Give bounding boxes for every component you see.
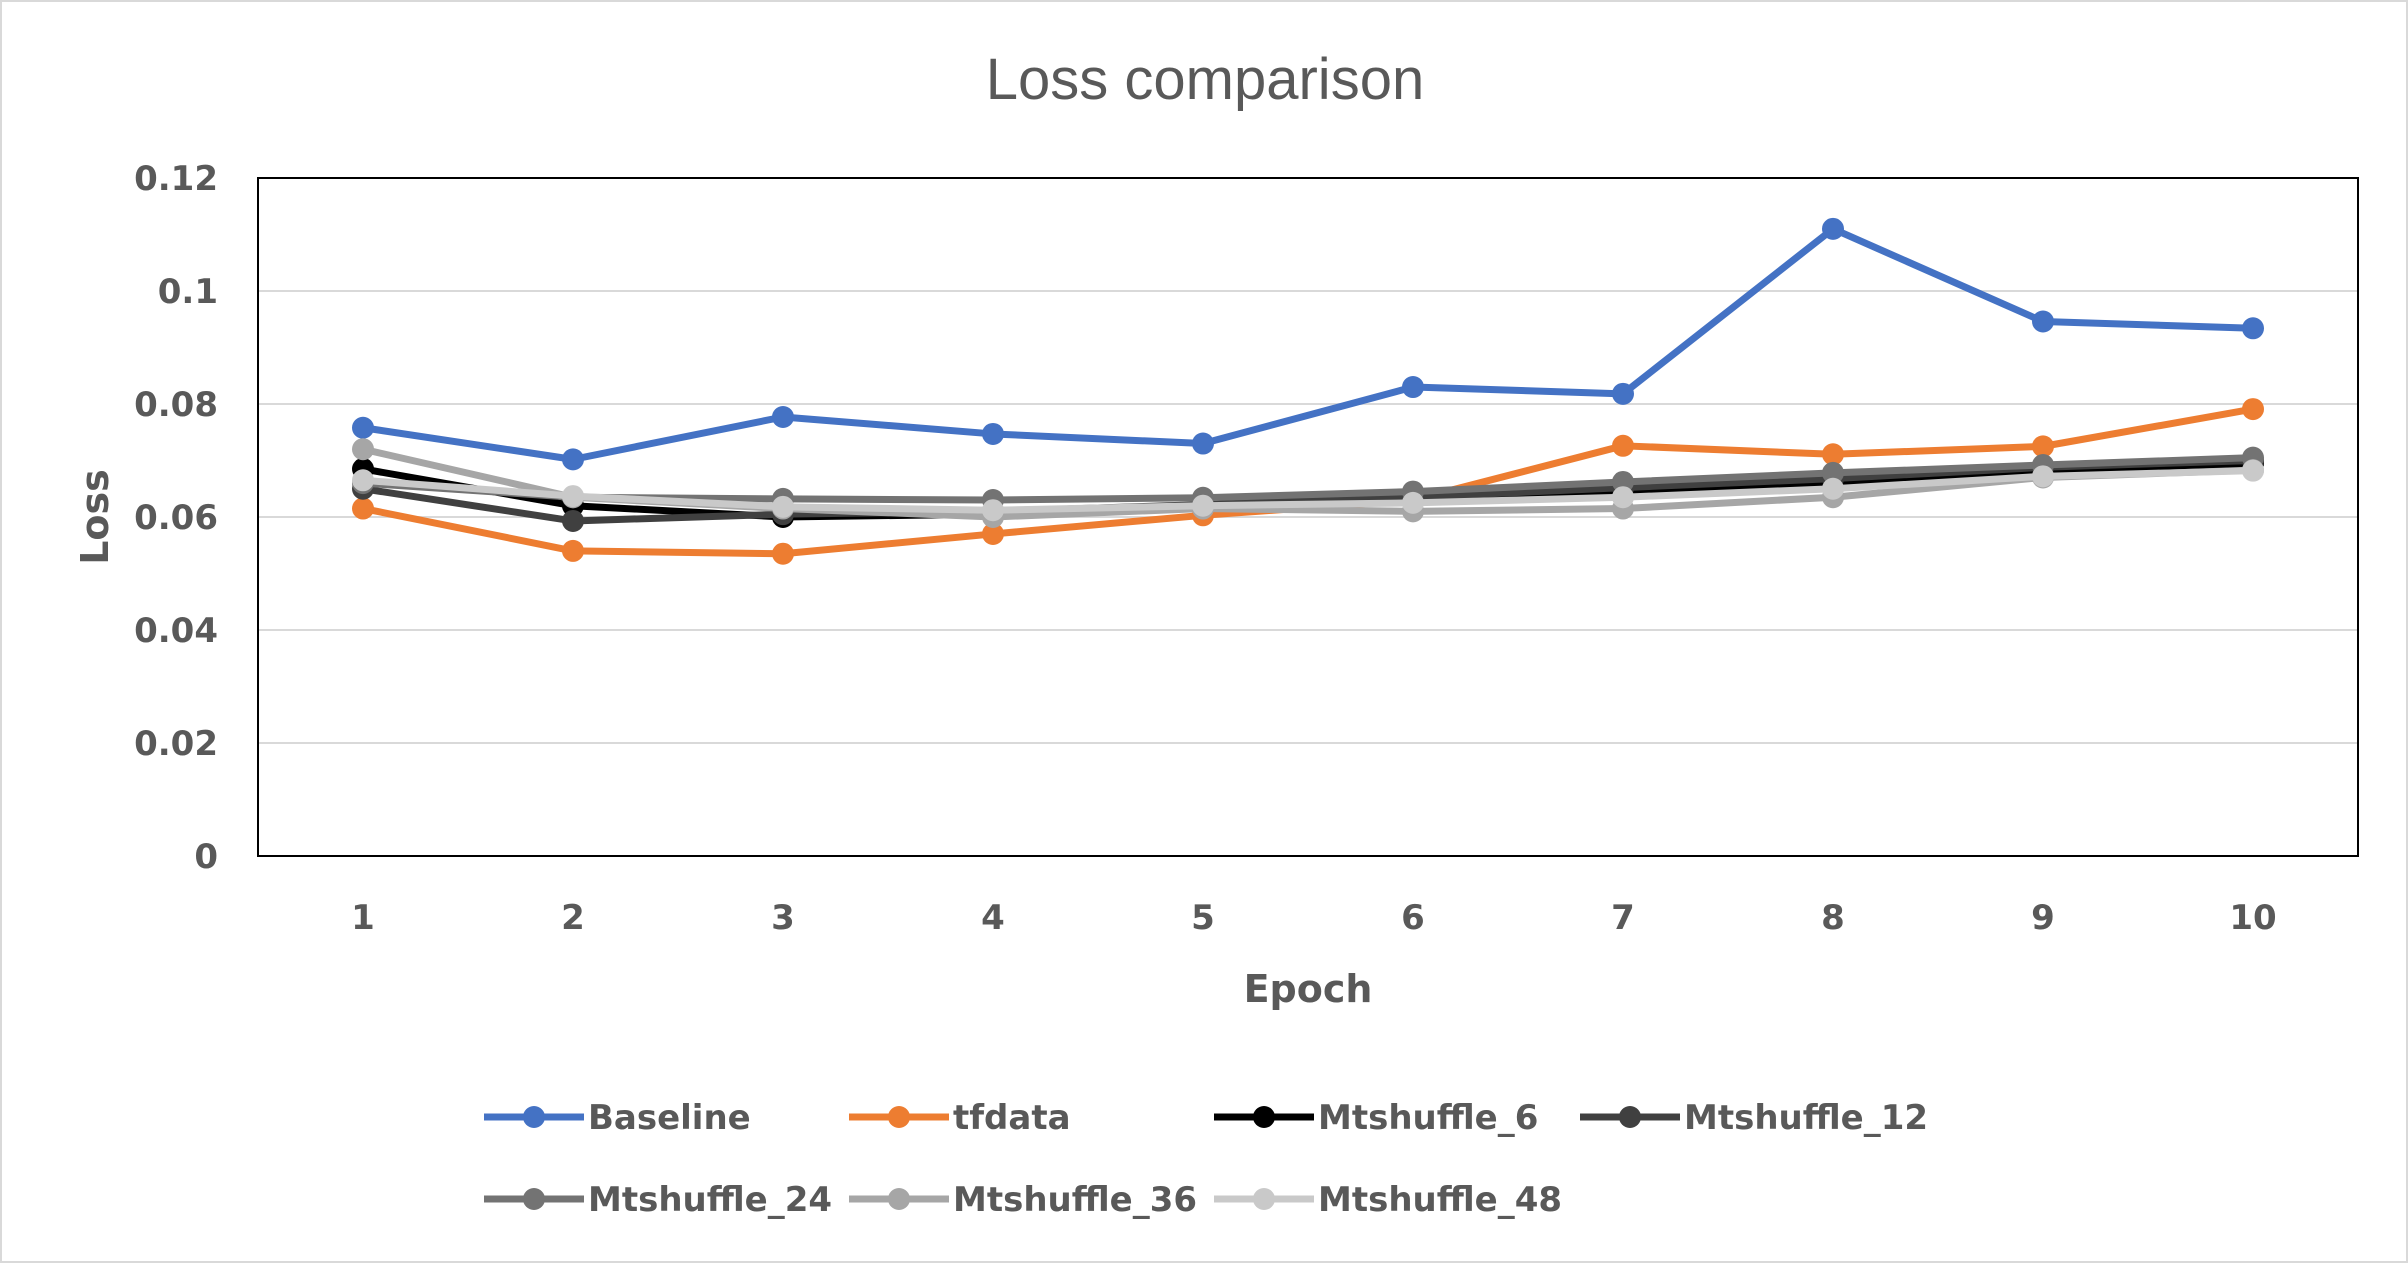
chart-title: Loss comparison <box>986 47 1424 112</box>
y-tick-label: 0.1 <box>158 272 218 312</box>
x-tick-label: 6 <box>1401 898 1425 938</box>
data-point <box>562 485 584 508</box>
data-point <box>1612 434 1634 457</box>
y-tick-label: 0.06 <box>134 498 218 538</box>
x-tick-label: 7 <box>1611 898 1635 938</box>
x-tick-label: 10 <box>2229 898 2276 938</box>
data-point <box>1822 461 1844 484</box>
legend-swatch-marker <box>888 1106 910 1128</box>
data-point <box>2242 398 2264 421</box>
series-lines <box>352 217 2264 565</box>
x-tick-label: 2 <box>561 898 585 938</box>
data-point <box>1192 432 1214 455</box>
legend-label: Mtshuffle_48 <box>1318 1180 1562 1220</box>
data-point <box>1612 382 1634 405</box>
data-point <box>2242 459 2264 482</box>
legend-label: Baseline <box>588 1098 751 1138</box>
x-tick-label: 4 <box>981 898 1005 938</box>
y-tick-label: 0.08 <box>134 385 218 425</box>
y-tick-label: 0.04 <box>134 611 218 651</box>
data-point <box>982 422 1004 445</box>
legend-item: Baseline <box>484 1098 751 1138</box>
data-point <box>1192 494 1214 517</box>
data-point <box>2032 465 2054 488</box>
data-point <box>772 495 794 518</box>
series-mtshuffle-12 <box>352 449 2264 532</box>
y-tick-label: 0.02 <box>134 724 218 764</box>
data-point <box>772 405 794 428</box>
legend-swatch-marker <box>523 1188 545 1210</box>
data-point <box>352 469 374 492</box>
data-point <box>562 509 584 532</box>
legend-swatch-marker <box>1253 1106 1275 1128</box>
legend-swatch-marker <box>523 1106 545 1128</box>
x-axis-title: Epoch <box>1244 967 1373 1011</box>
x-axis-ticks: 1 2 3 4 5 6 7 8 9 10 <box>351 898 2277 938</box>
data-point <box>982 522 1004 545</box>
data-point <box>1822 443 1844 466</box>
data-point <box>2242 317 2264 340</box>
data-point <box>352 497 374 520</box>
y-axis-title: Loss <box>73 469 117 565</box>
legend-label: Mtshuffle_12 <box>1684 1098 1928 1138</box>
data-point <box>982 499 1004 522</box>
data-point <box>2032 310 2054 333</box>
legend-item: tfdata <box>849 1098 1071 1138</box>
data-point <box>562 448 584 471</box>
series-baseline <box>352 217 2264 471</box>
legend-item: Mtshuffle_6 <box>1214 1098 1538 1138</box>
series-line <box>362 225 2254 463</box>
legend-label: Mtshuffle_36 <box>953 1180 1197 1220</box>
legend-label: Mtshuffle_24 <box>588 1180 832 1220</box>
legend-swatch-marker <box>888 1188 910 1210</box>
legend-swatch-marker <box>1619 1106 1641 1128</box>
x-tick-label: 5 <box>1191 898 1215 938</box>
legend-label: Mtshuffle_6 <box>1318 1098 1538 1138</box>
data-point <box>1612 486 1634 509</box>
data-point <box>1822 217 1844 240</box>
x-tick-label: 1 <box>351 898 375 938</box>
y-tick-label: 0.12 <box>134 159 218 199</box>
x-tick-label: 3 <box>771 898 795 938</box>
legend-item: Mtshuffle_36 <box>849 1180 1197 1220</box>
plot-area-border <box>257 177 2359 857</box>
data-point <box>1822 477 1844 500</box>
data-point <box>1402 491 1424 514</box>
legend: Baseline tfdata Mtshuffle_6 Mtshuffle_12 Mts… <box>484 1098 1928 1220</box>
data-point <box>352 416 374 439</box>
y-axis-ticks: 0 0.02 0.04 0.06 0.08 0.1 0.12 <box>134 159 218 877</box>
data-point <box>1612 470 1634 493</box>
x-tick-label: 9 <box>2031 898 2055 938</box>
legend-item: Mtshuffle_12 <box>1580 1098 1928 1138</box>
y-tick-label: 0 <box>194 837 218 877</box>
data-point <box>562 539 584 562</box>
data-point <box>2032 435 2054 458</box>
data-point <box>352 438 374 461</box>
data-point <box>772 542 794 565</box>
legend-item: Mtshuffle_24 <box>484 1180 832 1220</box>
series-mtshuffle-48 <box>352 459 2264 522</box>
x-tick-label: 8 <box>1821 898 1845 938</box>
legend-swatch-marker <box>1253 1188 1275 1210</box>
legend-item: Mtshuffle_48 <box>1214 1180 1562 1220</box>
series-line <box>362 467 2254 514</box>
data-point <box>1402 376 1424 399</box>
legend-label: tfdata <box>953 1098 1071 1138</box>
